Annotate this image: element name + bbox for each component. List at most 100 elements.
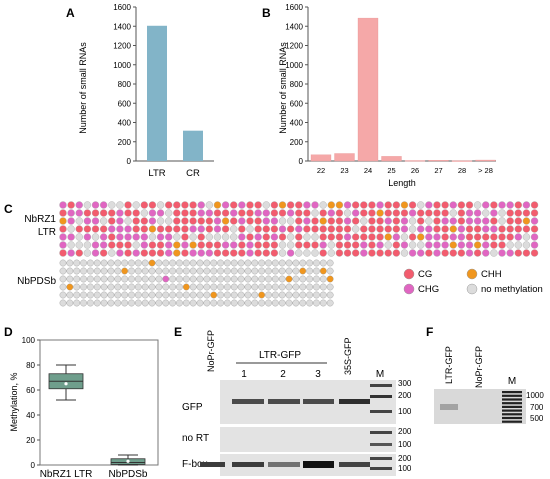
cytosine-site (205, 241, 214, 249)
cytosine-site (530, 241, 539, 249)
cytosine-site (197, 233, 205, 241)
cytosine-site (217, 283, 224, 291)
cytosine-site (93, 283, 101, 291)
cytosine-site (67, 201, 75, 209)
cytosine-site (514, 241, 522, 249)
cytosine-site (99, 241, 108, 249)
cytosine-site (360, 225, 368, 233)
cytosine-site (148, 217, 157, 225)
cytosine-site (278, 283, 286, 291)
cytosine-site (376, 209, 384, 217)
cytosine-site (73, 267, 81, 275)
lollipop-grid-nbrz1-ltr (59, 201, 539, 257)
mean-marker (64, 382, 68, 386)
cytosine-site (400, 201, 409, 209)
lollipop-grid-nbpdsb (59, 259, 334, 307)
cytosine-site (114, 283, 122, 291)
cytosine-site (343, 249, 352, 257)
lane-label-m: M (376, 369, 384, 380)
cytosine-site (108, 233, 116, 241)
cytosine-site (197, 201, 205, 209)
cytosine-site (237, 275, 245, 283)
panel-a-y-ticks: 0 200 400 600 800 1000 1200 1400 1600 (113, 3, 136, 166)
f-lane-label-nopr-gfp: NoPr-GFP (474, 346, 484, 388)
bar-cr (183, 130, 203, 161)
cytosine-site (73, 283, 81, 291)
cytosine-site (254, 201, 262, 209)
cytosine-site (351, 217, 360, 225)
cytosine-site (335, 217, 344, 225)
cytosine-site (530, 201, 539, 209)
cytosine-site (91, 209, 100, 217)
cytosine-site (197, 225, 205, 233)
cytosine-site (457, 217, 466, 225)
cytosine-site (465, 241, 474, 249)
cytosine-site (433, 217, 441, 225)
cytosine-site (223, 299, 231, 307)
size-label-gfp-200: 200 (398, 391, 412, 400)
cytosine-site (83, 249, 92, 257)
a-tick-label: 1200 (113, 42, 131, 51)
cytosine-site (205, 249, 214, 257)
cytosine-site (99, 201, 108, 209)
cytosine-site (490, 241, 498, 249)
b-tick-label: 400 (290, 119, 304, 128)
cytosine-site (91, 225, 100, 233)
cytosine-site (80, 267, 87, 275)
cytosine-site (66, 291, 74, 299)
cytosine-site (292, 275, 300, 283)
cytosine-site (210, 275, 218, 283)
cytosine-site (75, 225, 83, 233)
cytosine-site (368, 217, 376, 225)
cytosine-site (169, 299, 177, 307)
cytosine-site (246, 209, 254, 217)
cytosine-site (376, 201, 384, 209)
cytosine-site (368, 241, 376, 249)
cytosine-site (522, 241, 531, 249)
cytosine-site (173, 225, 181, 233)
cytosine-site (326, 299, 334, 307)
size-label-nort-200: 200 (398, 427, 412, 436)
cytosine-site (482, 225, 490, 233)
cytosine-site (210, 283, 218, 291)
cytosine-site (530, 249, 539, 257)
cytosine-site (311, 217, 319, 225)
d-tick-label: 80 (26, 361, 35, 370)
cytosine-site (59, 283, 67, 291)
cytosine-site (108, 241, 116, 249)
cytosine-site (189, 225, 197, 233)
cytosine-site (262, 233, 270, 241)
cytosine-site (128, 283, 135, 291)
cytosine-site (134, 267, 142, 275)
cytosine-site (176, 267, 183, 275)
cytosine-site (343, 241, 352, 249)
cytosine-site (75, 249, 83, 257)
panel-f: F LTR-GFP NoPr-GFP M 1000 700 500 (426, 325, 544, 424)
cytosine-site (87, 283, 94, 291)
cytosine-site (181, 201, 189, 209)
legend-no-methylation-label: no methylation (481, 284, 543, 295)
cytosine-site (433, 225, 441, 233)
cytosine-site (433, 241, 441, 249)
cytosine-site (114, 299, 122, 307)
panel-d-y-label: Methylation, % (9, 372, 19, 431)
cytosine-site (295, 201, 303, 209)
cytosine-site (360, 209, 368, 217)
cytosine-site (91, 217, 100, 225)
panel-e-label: E (174, 325, 182, 339)
cytosine-site (311, 241, 319, 249)
cytosine-site (59, 249, 67, 257)
cytosine-site (80, 299, 87, 307)
cytosine-site (303, 201, 311, 209)
cytosine-site (169, 267, 177, 275)
gel-marker-gfp-300 (370, 384, 392, 387)
cytosine-site (124, 249, 132, 257)
cytosine-site (93, 267, 101, 275)
cytosine-site (182, 267, 190, 275)
cytosine-site (335, 249, 344, 257)
cytosine-site (114, 275, 122, 283)
cytosine-site (295, 217, 303, 225)
cytosine-site (148, 249, 157, 257)
cytosine-site (230, 201, 238, 209)
